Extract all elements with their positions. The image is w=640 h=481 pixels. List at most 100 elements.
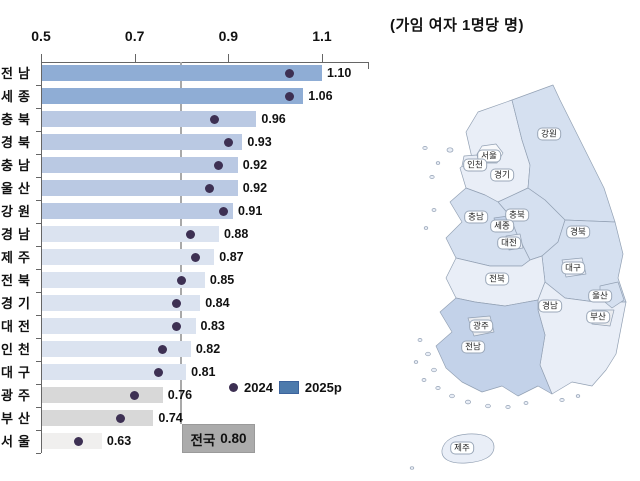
dot-2024-gyeonggi xyxy=(172,298,182,308)
row-label-gyeongnam: 경남 xyxy=(1,227,35,242)
bar-gangwon xyxy=(42,203,233,219)
x-axis-tick-label: 0.9 xyxy=(218,28,239,44)
bar-sejong xyxy=(42,88,303,104)
dot-2024-gwangju xyxy=(130,390,140,400)
x-axis-tick xyxy=(322,54,323,62)
row-label-gangwon: 강원 xyxy=(1,204,35,219)
dot-2024-jeonnam xyxy=(284,68,294,78)
bar-gyeongbuk xyxy=(42,134,242,150)
value-label-incheon: 0.82 xyxy=(195,342,221,356)
dot-2024-daegu xyxy=(153,367,163,377)
x-axis-end-tick xyxy=(368,62,369,69)
map-region-jeonnam xyxy=(435,297,553,397)
row-label-busan: 부산 xyxy=(1,411,35,426)
bar-daegu xyxy=(42,364,186,380)
value-label-daejeon: 0.83 xyxy=(200,319,225,333)
row-label-gyeongbuk: 경북 xyxy=(1,135,35,150)
y-axis-tick xyxy=(36,200,41,201)
bar-jeju xyxy=(42,249,214,265)
value-label-sejong: 1.06 xyxy=(308,89,333,103)
row-label-daegu: 대구 xyxy=(1,365,35,380)
value-label-gwangju: 0.76 xyxy=(167,388,193,402)
x-axis-tick xyxy=(135,54,136,62)
map-region-sejong xyxy=(493,215,512,233)
row-label-daejeon: 대전 xyxy=(1,319,35,334)
dot-2024-gangwon xyxy=(219,206,229,216)
y-axis-tick xyxy=(36,361,41,362)
map-region-daejeon xyxy=(505,233,524,251)
value-label-gyeongbuk: 0.93 xyxy=(247,135,272,149)
row-label-gwangju: 광주 xyxy=(1,388,35,403)
map-region-busan xyxy=(591,309,615,327)
row-label-gyeonggi: 경기 xyxy=(1,296,35,311)
y-axis-tick xyxy=(36,246,41,247)
y-axis-tick xyxy=(36,384,41,385)
map-region-daegu xyxy=(561,257,587,278)
dot-2024-jeonbuk xyxy=(176,275,186,285)
value-label-busan: 0.74 xyxy=(158,411,183,425)
legend-2024-dot-icon xyxy=(229,382,238,392)
value-label-daegu: 0.81 xyxy=(191,365,216,379)
dot-2024-incheon xyxy=(158,344,168,354)
y-axis-tick xyxy=(36,177,41,178)
row-label-sejong: 세종 xyxy=(1,89,35,104)
value-label-ulsan: 0.92 xyxy=(242,181,268,195)
bar-gyeongnam xyxy=(42,226,219,242)
dot-2024-sejong xyxy=(284,91,294,101)
legend-2025p-swatch-icon xyxy=(278,380,299,394)
row-label-ulsan: 울산 xyxy=(1,181,35,196)
row-label-jeju: 제주 xyxy=(1,250,35,265)
dot-2024-chungnam xyxy=(214,160,224,170)
national-average-box: 전국 0.80 xyxy=(182,424,255,453)
map-region-jeju xyxy=(441,433,495,464)
legend-2025p-label: 2025p xyxy=(304,379,342,395)
y-axis-tick xyxy=(36,407,41,408)
x-axis-line xyxy=(41,62,369,63)
bar-jeonnam xyxy=(42,65,322,81)
value-label-jeonbuk: 0.85 xyxy=(209,273,235,287)
dot-2024-seoul xyxy=(73,436,83,446)
bar-gyeonggi xyxy=(42,295,200,311)
value-label-gyeonggi: 0.84 xyxy=(205,296,230,310)
row-label-chungnam: 충남 xyxy=(1,158,35,173)
national-average-value: 0.80 xyxy=(220,431,247,446)
y-axis-tick xyxy=(36,154,41,155)
y-axis-tick xyxy=(36,292,41,293)
chart-legend: 2024 2025p xyxy=(229,379,342,395)
map-islets xyxy=(409,146,581,470)
dot-2024-jeju xyxy=(191,252,201,262)
value-label-seoul: 0.63 xyxy=(106,434,132,448)
fertility-bar-chart: 0.5 0.7 0.9 1.1 전남 1.10 세종 1.06 충북 0.96 경북 0.93 충남 0.… xyxy=(1,28,369,454)
y-axis-line xyxy=(41,62,42,453)
row-label-jeonbuk: 전북 xyxy=(1,273,35,288)
y-axis-tick xyxy=(36,269,41,270)
x-axis-tick-label: 0.7 xyxy=(124,28,145,44)
korea-choropleth-map xyxy=(409,84,627,470)
y-axis-tick xyxy=(36,338,41,339)
dot-2024-gyeongnam xyxy=(186,229,196,239)
bar-daejeon xyxy=(42,318,196,334)
national-average-label: 전국 xyxy=(190,432,216,448)
y-axis-tick xyxy=(36,108,41,109)
bar-incheon xyxy=(42,341,191,357)
bar-chungbuk xyxy=(42,111,256,127)
x-axis-tick xyxy=(41,54,42,62)
bar-busan xyxy=(42,410,153,426)
row-label-incheon: 인천 xyxy=(1,342,35,357)
legend-2024-label: 2024 xyxy=(244,379,273,395)
national-reference-line xyxy=(180,62,182,424)
bar-gwangju xyxy=(42,387,163,403)
bar-ulsan xyxy=(42,180,238,196)
dot-2024-busan xyxy=(116,413,126,423)
value-label-jeonnam: 1.10 xyxy=(326,66,352,80)
bar-jeonbuk xyxy=(42,272,205,288)
y-axis-tick xyxy=(36,453,41,454)
dot-2024-gyeongbuk xyxy=(223,137,233,147)
row-label-seoul: 서울 xyxy=(1,434,35,449)
bar-chungnam xyxy=(42,157,238,173)
y-axis-tick xyxy=(36,85,41,86)
y-axis-tick xyxy=(36,315,41,316)
unit-title: (가임 여자 1명당 명) xyxy=(390,17,524,34)
value-label-gangwon: 0.91 xyxy=(238,204,263,218)
